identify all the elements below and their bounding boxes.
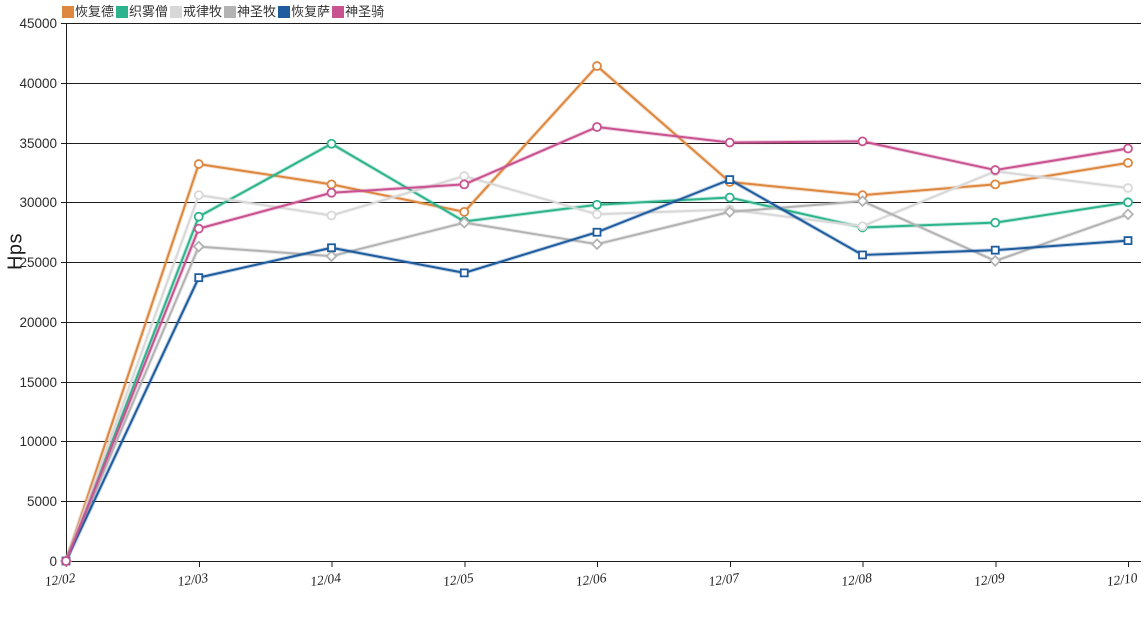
series-line-halo — [64, 64, 1129, 562]
series-戒律牧 — [61, 166, 1133, 566]
data-point[interactable] — [193, 190, 204, 201]
data-point[interactable] — [193, 211, 204, 222]
legend-swatch — [170, 6, 183, 18]
data-point[interactable] — [326, 179, 337, 190]
x-tick-label: 12/09 — [973, 570, 1006, 589]
data-point[interactable] — [856, 195, 869, 208]
y-tick-label: 20000 — [19, 315, 57, 330]
data-point[interactable] — [1123, 157, 1133, 168]
legend-item-label: 恢复德 — [75, 4, 115, 19]
y-tick-label: 5000 — [27, 494, 57, 509]
legend-item-label: 织雾僧 — [129, 4, 169, 19]
y-tick-label: 15000 — [19, 375, 57, 390]
legend-swatch — [224, 6, 237, 18]
data-point[interactable] — [592, 122, 602, 132]
data-point[interactable] — [1121, 208, 1135, 221]
x-tick-label: 12/04 — [309, 570, 342, 589]
x-tick-label: 12/07 — [708, 570, 742, 589]
legend-item-5[interactable]: 恢复萨 — [278, 4, 330, 20]
y-tick-label: 45000 — [19, 16, 57, 31]
y-tick-label: 0 — [49, 554, 57, 569]
data-point[interactable] — [592, 227, 602, 237]
y-tick-label: 25000 — [19, 255, 57, 270]
data-point[interactable] — [193, 223, 204, 234]
data-point[interactable] — [857, 221, 868, 232]
data-point[interactable] — [458, 216, 471, 229]
series-line — [65, 65, 1129, 562]
series-恢复德 — [61, 61, 1133, 566]
data-point[interactable] — [724, 137, 735, 148]
series-line — [65, 200, 1129, 562]
x-tick-label: 12/10 — [1106, 570, 1139, 589]
legend-item-3[interactable]: 戒律牧 — [170, 4, 222, 20]
data-point[interactable] — [459, 171, 470, 181]
data-point[interactable] — [459, 206, 470, 217]
data-point[interactable] — [724, 192, 735, 203]
y-tick-label: 35000 — [19, 136, 57, 151]
data-point[interactable] — [325, 250, 338, 263]
legend-item-4[interactable]: 神圣牧 — [224, 4, 276, 20]
y-tick-label: 40000 — [19, 76, 57, 91]
series-line-halo — [64, 177, 1129, 562]
data-point[interactable] — [990, 217, 1001, 228]
data-point[interactable] — [990, 245, 1000, 255]
data-point[interactable] — [590, 238, 604, 251]
legend-swatch — [278, 6, 291, 18]
series-line — [65, 178, 1129, 562]
data-point[interactable] — [990, 165, 1001, 175]
series-line-halo — [64, 199, 1129, 562]
legend-swatch — [332, 6, 345, 18]
data-point[interactable] — [61, 556, 71, 566]
data-point[interactable] — [1123, 143, 1133, 154]
y-tick-label: 30000 — [19, 195, 57, 210]
data-point[interactable] — [858, 250, 867, 260]
x-tick-label: 12/05 — [442, 570, 475, 589]
data-point[interactable] — [857, 136, 868, 147]
data-point[interactable] — [194, 273, 204, 283]
data-point[interactable] — [723, 205, 736, 218]
data-point[interactable] — [592, 61, 602, 71]
series-恢复萨 — [61, 175, 1133, 566]
legend-item-label: 戒律牧 — [183, 4, 223, 19]
data-point[interactable] — [192, 240, 205, 253]
data-point[interactable] — [725, 175, 735, 185]
data-point[interactable] — [193, 159, 204, 169]
data-point[interactable] — [459, 268, 469, 278]
data-point[interactable] — [327, 243, 336, 253]
legend-swatch — [62, 6, 74, 18]
x-tick-label: 12/06 — [575, 570, 608, 589]
data-point[interactable] — [326, 138, 337, 149]
x-tick-label: 12/08 — [840, 570, 873, 589]
data-point[interactable] — [459, 179, 470, 190]
series-line-halo — [64, 125, 1129, 562]
data-point[interactable] — [592, 199, 602, 210]
series-神圣牧 — [59, 195, 1135, 568]
x-tick-label: 12/03 — [177, 570, 210, 589]
data-point[interactable] — [326, 187, 337, 198]
data-point[interactable] — [1123, 236, 1133, 245]
legend-item-2[interactable]: 织雾僧 — [116, 4, 168, 20]
data-point[interactable] — [1123, 183, 1133, 193]
legend-item-label: 神圣骑 — [345, 4, 385, 19]
legend-item-1[interactable]: 恢复德 — [62, 4, 114, 20]
data-point[interactable] — [326, 210, 337, 221]
data-point[interactable] — [990, 179, 1001, 190]
legend-item-label: 恢复萨 — [291, 4, 331, 19]
data-point[interactable] — [592, 209, 602, 220]
legend-item-6[interactable]: 神圣骑 — [332, 4, 384, 20]
data-point[interactable] — [1123, 197, 1133, 208]
data-point[interactable] — [989, 254, 1002, 267]
legend: 恢复德 织雾僧 戒律牧 神圣牧 恢复萨 神圣骑 — [62, 4, 384, 20]
y-tick-label: 10000 — [19, 434, 57, 449]
series-神圣骑 — [61, 122, 1133, 566]
series-line — [65, 126, 1129, 562]
x-tick-label: 12/02 — [44, 570, 77, 589]
legend-swatch — [116, 6, 129, 18]
legend-item-label: 神圣牧 — [237, 4, 277, 19]
